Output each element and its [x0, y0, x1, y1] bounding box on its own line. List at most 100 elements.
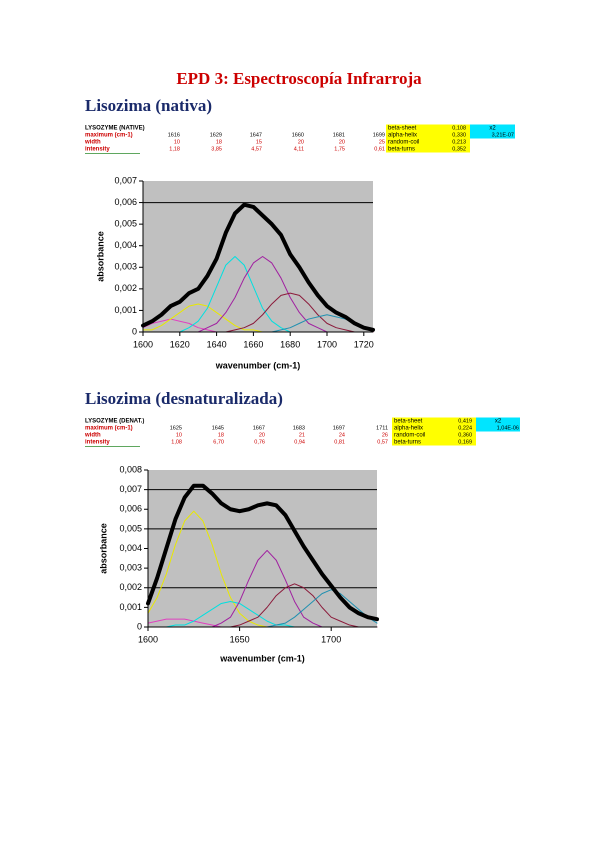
table-cell: 1645	[212, 425, 224, 431]
fraction-label: beta-turns	[388, 147, 415, 153]
table-cell: 1647	[250, 132, 262, 138]
table-cell: 0,81	[334, 439, 345, 445]
fraction-value: 0,213	[452, 139, 466, 145]
y-tick-label: 0,005	[119, 523, 142, 533]
x-tick-label: 1650	[230, 634, 250, 644]
row-label: width	[84, 140, 101, 146]
fraction-highlight	[386, 124, 470, 153]
spectrum-line	[141, 202, 375, 332]
chi2-value: 3,21E-07	[492, 132, 514, 138]
chi2-highlight	[470, 124, 515, 139]
table-cell: 1625	[170, 425, 182, 431]
table-cell: 1711	[376, 425, 388, 431]
table-cell: 1699	[373, 132, 385, 138]
y-tick-label: 0,004	[119, 543, 142, 553]
fraction-value: 0,419	[458, 418, 472, 424]
section-heading: Lisozima (nativa)	[85, 96, 212, 115]
row-label: intensity	[85, 147, 110, 153]
table-cell: 1,18	[169, 146, 180, 152]
table-cell: 10	[174, 139, 180, 145]
table-cell: 0,76	[254, 439, 265, 445]
table-cell: 0,57	[377, 439, 388, 445]
y-tick-label: 0,007	[114, 175, 137, 185]
row-label: intensity	[85, 440, 110, 446]
table-cell: 25	[379, 139, 385, 145]
table-cell: 1667	[253, 425, 265, 431]
table-cell: 1683	[293, 425, 305, 431]
table-cell: 10	[176, 432, 182, 438]
fraction-label: random-coil	[388, 140, 419, 146]
y-axis-label: absorbance	[98, 523, 108, 574]
spectrum-line	[146, 483, 379, 622]
table-cell: 1697	[333, 425, 345, 431]
y-tick-label: 0,002	[119, 582, 142, 592]
y-tick-label: 0,006	[114, 197, 137, 207]
fraction-label: beta-sheet	[394, 419, 423, 425]
fraction-label: beta-turns	[394, 440, 421, 446]
y-tick-label: 0,005	[114, 219, 137, 229]
fraction-highlight	[392, 417, 476, 446]
y-tick-label: 0,004	[114, 240, 137, 250]
fraction-label: alpha-helix	[394, 426, 423, 432]
x-tick-label: 1640	[207, 339, 227, 349]
x-tick-label: 1660	[243, 339, 263, 349]
table-cell: 21	[299, 432, 305, 438]
table-cell: 1,75	[334, 146, 345, 152]
table-cell: 18	[216, 139, 222, 145]
table-cell: 1681	[333, 132, 345, 138]
table-cell: 26	[382, 432, 388, 438]
y-tick-label: 0	[132, 326, 137, 336]
fraction-value: 0,360	[458, 432, 472, 438]
y-tick-label: 0,002	[114, 283, 137, 293]
table-cell: 3,85	[211, 146, 222, 152]
table-cell: 6,70	[213, 439, 224, 445]
table-cell: 4,57	[251, 146, 262, 152]
fraction-value: 0,169	[458, 439, 472, 445]
document-title: EPD 3: Espectroscopía Infrarroja	[176, 69, 422, 88]
x-tick-label: 1600	[133, 339, 153, 349]
row-label: maximum (cm-1)	[85, 133, 133, 139]
table-cell: 24	[339, 432, 345, 438]
table-title: LYSOZYME (DENAT.)	[85, 419, 144, 425]
table-cell: 1,08	[171, 439, 182, 445]
table-cell: 0,94	[294, 439, 305, 445]
y-tick-label: 0,008	[119, 464, 142, 474]
section-heading: Lisozima (desnaturalizada)	[85, 389, 283, 408]
x-tick-label: 1700	[321, 634, 341, 644]
fraction-label: beta-sheet	[388, 126, 417, 132]
table-cell: 15	[256, 139, 262, 145]
table-cell: 1616	[168, 132, 180, 138]
y-axis-label: absorbance	[95, 231, 105, 282]
fraction-value: 0,352	[452, 146, 466, 152]
y-tick-label: 0,006	[119, 504, 142, 514]
y-tick-label: 0,001	[114, 305, 137, 315]
plot-area	[143, 181, 373, 332]
x-axis-label: wavenumber (cm-1)	[215, 360, 301, 370]
chi2-label: x2	[489, 126, 496, 132]
table-cell: 18	[218, 432, 224, 438]
y-tick-label: 0,007	[119, 484, 142, 494]
row-label: maximum (cm-1)	[85, 426, 133, 432]
y-tick-label: 0,003	[119, 563, 142, 573]
table-cell: 0,61	[374, 146, 385, 152]
table-cell: 20	[298, 139, 304, 145]
x-tick-label: 1620	[170, 339, 190, 349]
row-label: width	[84, 433, 101, 439]
x-tick-label: 1700	[317, 339, 337, 349]
fraction-label: random-coil	[394, 433, 425, 439]
fraction-value: 0,330	[452, 132, 466, 138]
y-tick-label: 0,003	[114, 262, 137, 272]
table-cell: 4,11	[294, 146, 304, 152]
fraction-value: 0,108	[452, 125, 466, 131]
x-tick-label: 1680	[280, 339, 300, 349]
x-axis-label: wavenumber (cm-1)	[219, 653, 305, 663]
table-cell: 20	[339, 139, 345, 145]
chi2-label: x2	[495, 419, 502, 425]
chi2-value: 1,04E-06	[497, 425, 519, 431]
y-tick-label: 0	[137, 621, 142, 631]
chi2-highlight	[476, 417, 520, 432]
table-cell: 20	[259, 432, 265, 438]
fraction-value: 0,224	[458, 425, 472, 431]
